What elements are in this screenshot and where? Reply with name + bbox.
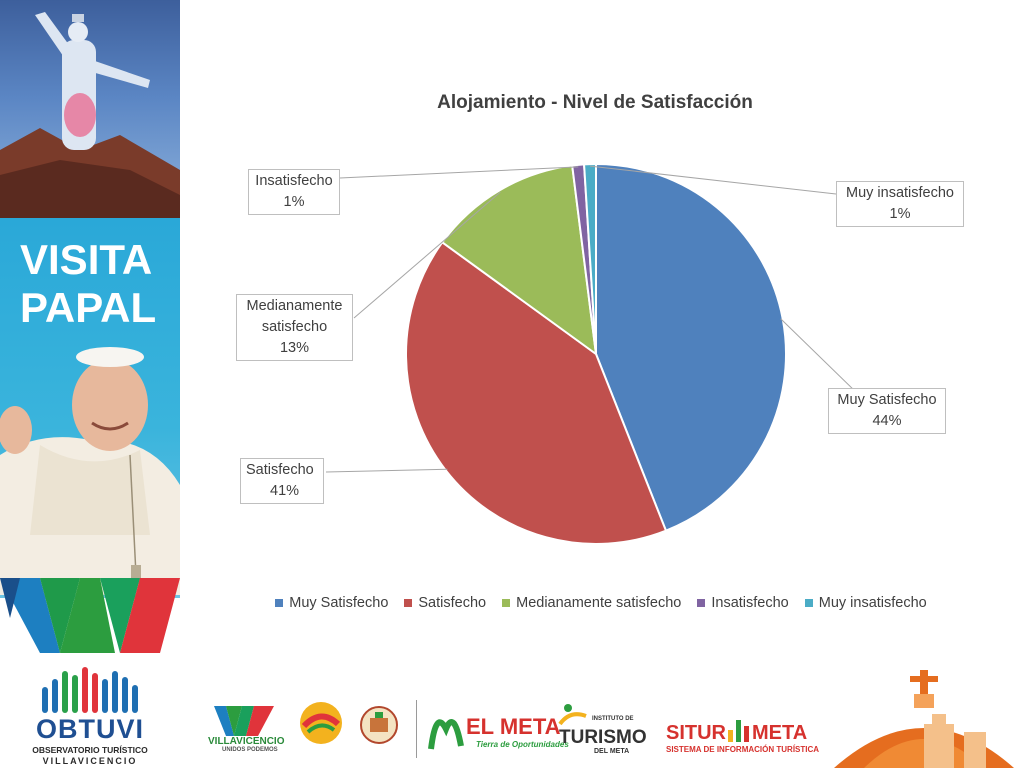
- turismo-meta-figure-icon: [558, 704, 587, 726]
- pie-slice-muy-satisfecho: [595, 162, 787, 532]
- pie-slice-muy-insatisfecho: [583, 162, 597, 355]
- legend-swatch: [502, 599, 511, 607]
- callout-satisfecho: Satisfecho 41%: [240, 458, 324, 504]
- legend-item-muy-satisfecho: Muy Satisfecho: [275, 595, 388, 611]
- callout-muy-satisfecho: Muy Satisfecho 44%: [828, 388, 946, 434]
- callout-insatisfecho: Insatisfecho 1%: [248, 169, 340, 215]
- colored-v-shapes-icon: [0, 578, 180, 653]
- leader-line-medianamente: [353, 191, 501, 319]
- leader-line-muy-insatisfecho: [590, 165, 837, 195]
- legend-item-muy-insatisfecho: Muy insatisfecho: [804, 595, 927, 611]
- cathedral-illustration-icon: [834, 670, 1014, 768]
- situr-tagline: SISTEMA DE INFORMACIÓN TURÍSTICA: [666, 745, 820, 754]
- obtuvi-bars-icon: [42, 667, 138, 713]
- legend-swatch: [697, 599, 706, 607]
- obtuvi-city: VILLAVICENCIO: [42, 756, 138, 766]
- callout-medianamente: Medianamente satisfecho 13%: [236, 294, 353, 361]
- chart-legend: Muy Satisfecho Satisfecho Medianamente s…: [236, 595, 966, 611]
- legend-swatch: [804, 599, 813, 607]
- obtuvi-subtitle: OBSERVATORIO TURÍSTICO: [32, 745, 148, 755]
- el-meta-tagline: Tierra de Oportunidades: [476, 740, 569, 749]
- el-meta-logo-text: EL META: [466, 714, 561, 739]
- pie-slice-satisfecho: [405, 240, 668, 545]
- callout-muy-insatisfecho: Muy insatisfecho 1%: [836, 181, 964, 227]
- villavicencio-w-logo-icon: [214, 706, 274, 736]
- turismo-meta-top: INSTITUTO DE: [592, 716, 634, 722]
- el-meta-logo-icon: [428, 719, 464, 750]
- left-banner: VISITA PAPAL OBTUVI OBSERVATORI: [0, 0, 180, 768]
- leader-line-insatisfecho: [339, 166, 579, 179]
- logo-divider: [416, 700, 417, 758]
- legend-swatch: [275, 599, 284, 607]
- turismo-meta-logo-text: TURISMO: [559, 727, 647, 748]
- villavicencio-logo-tagline: UNIDOS PODEMOS: [222, 747, 278, 753]
- legend-item-satisfecho: Satisfecho: [404, 595, 486, 611]
- situr-bars-icon: [728, 720, 749, 742]
- leader-line-muy-satisfecho: [780, 318, 859, 395]
- legend-item-medianamente: Medianamente satisfecho: [502, 595, 681, 611]
- villavicencio-logo-text: VILLAVICENCIO: [208, 736, 285, 747]
- pope-photo-icon: [0, 347, 180, 595]
- visita-papal-headline: VISITA PAPAL: [20, 236, 157, 331]
- chart-title: Alojamiento - Nivel de Satisfacción: [437, 92, 753, 113]
- situr-logo-text-b: META: [752, 722, 808, 744]
- leader-line-satisfecho: [325, 468, 448, 473]
- christ-statue-icon: [0, 12, 180, 218]
- instituto-circle-logo-icon: [300, 702, 342, 744]
- legend-swatch: [404, 599, 413, 607]
- department-seal-icon: [360, 706, 398, 744]
- obtuvi-logo-text: OBTUVI: [35, 714, 144, 744]
- situr-logo-text-a: SITUR: [666, 722, 726, 744]
- turismo-meta-bottom: DEL META: [594, 748, 630, 755]
- legend-item-insatisfecho: Insatisfecho: [697, 595, 789, 611]
